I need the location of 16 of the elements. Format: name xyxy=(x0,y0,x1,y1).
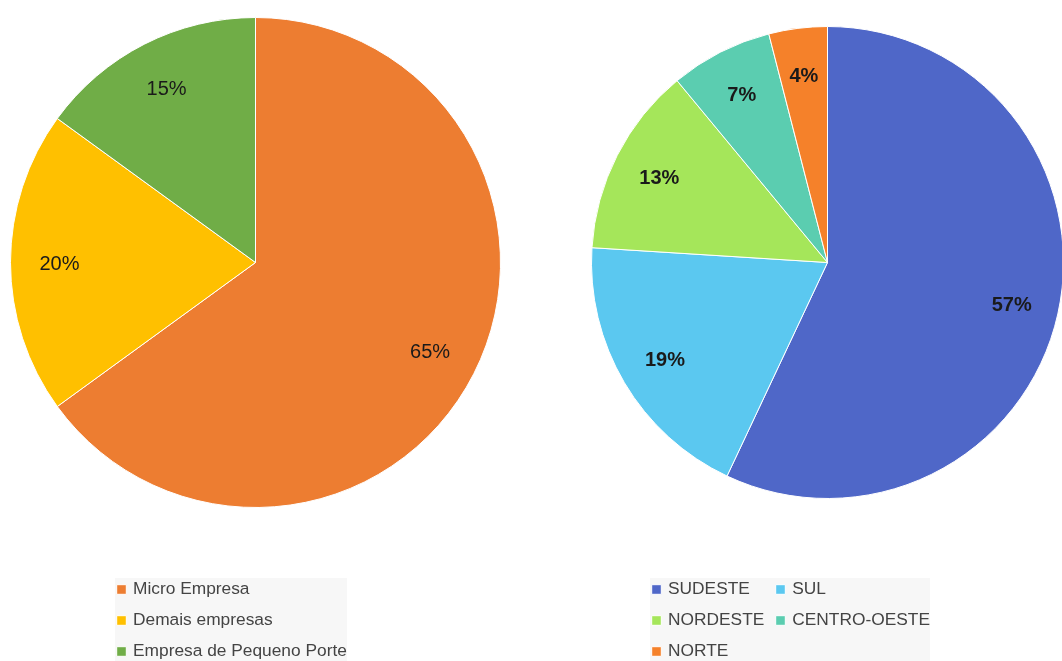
legend-label: Empresa de Pequeno Porte xyxy=(133,640,347,661)
legend-label: SUL xyxy=(792,578,826,599)
legend-label: Micro Empresa xyxy=(133,578,250,599)
legend-label: NORDESTE xyxy=(668,609,765,630)
data-label: 20% xyxy=(39,251,80,274)
data-label: 19% xyxy=(644,347,686,370)
legend-label: SUDESTE xyxy=(668,578,750,599)
data-label: 15% xyxy=(146,76,187,99)
data-label: 57% xyxy=(991,292,1032,315)
data-label: 4% xyxy=(789,64,819,87)
legend-label: CENTRO-OESTE xyxy=(792,609,930,630)
data-label: 7% xyxy=(727,83,757,106)
data-label: 13% xyxy=(639,165,680,188)
legend-label: NORTE xyxy=(668,640,729,661)
data-label: 65% xyxy=(410,340,451,363)
legend-label: Demais empresas xyxy=(133,609,273,630)
